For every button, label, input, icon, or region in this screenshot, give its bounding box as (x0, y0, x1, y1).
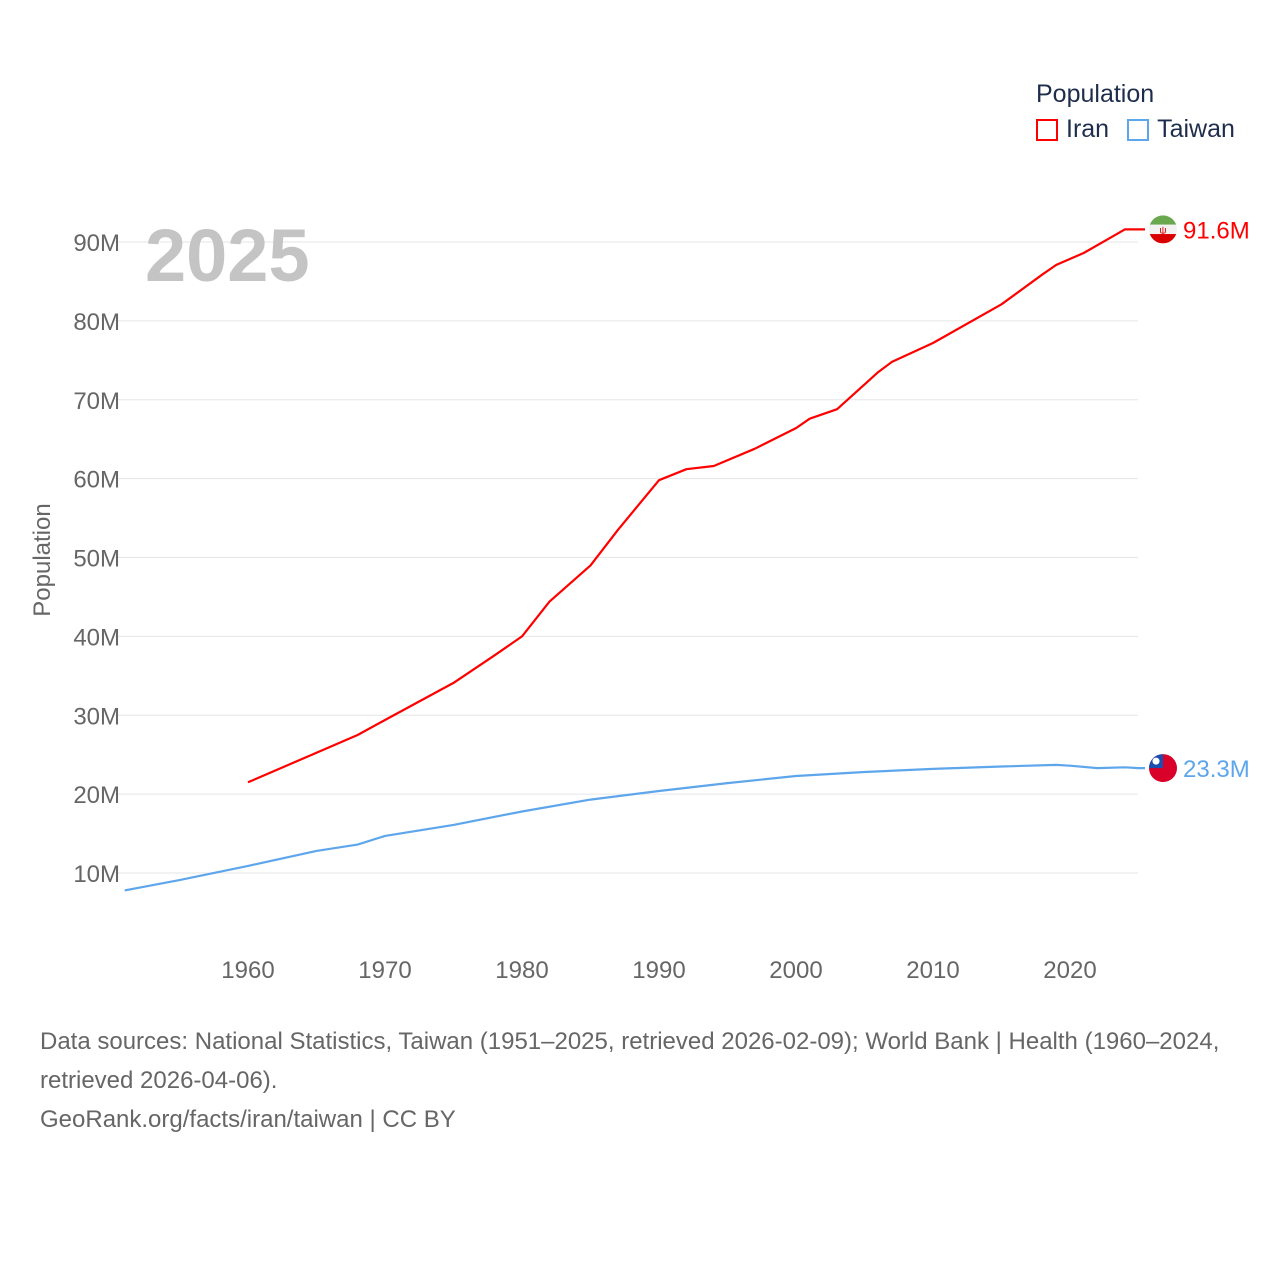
end-label-taiwan: 23.3M (1183, 756, 1250, 783)
legend-label-taiwan: Taiwan (1157, 115, 1235, 143)
legend-swatch-taiwan (1127, 118, 1150, 141)
series-line-taiwan (124, 763, 1145, 892)
y-tick-label: 70M (73, 388, 120, 415)
x-axis-ticks: 1960 1970 1980 1990 2000 2010 2020 (221, 957, 1096, 984)
gridlines (115, 241, 1138, 874)
y-axis-ticks: 10M 20M 30M 40M 50M 60M 70M 80M 90M (73, 230, 120, 888)
legend-item-iran[interactable]: Iran (1036, 115, 1109, 144)
data-source-note: Data sources: National Statistics, Taiwa… (40, 1022, 1250, 1139)
y-tick-label: 10M (73, 861, 120, 888)
x-tick-label: 2010 (906, 957, 959, 984)
y-tick-label: 60M (73, 467, 120, 494)
legend-label-iran: Iran (1066, 115, 1110, 143)
taiwan-flag-icon (1149, 754, 1177, 783)
population-chart: 10M 20M 30M 40M 50M 60M 70M 80M 90M 1960 1970 1980… (29, 214, 1250, 984)
x-tick-label: 1980 (495, 957, 548, 984)
source-text: Data sources: National Statistics, Taiwa… (40, 1028, 1220, 1094)
legend-item-taiwan[interactable]: Taiwan (1127, 115, 1235, 144)
y-tick-label: 30M (73, 703, 120, 730)
x-tick-label: 1970 (358, 957, 411, 984)
y-tick-label: 20M (73, 782, 120, 809)
y-tick-label: 50M (73, 546, 120, 573)
end-label-iran: 91.6M (1183, 217, 1250, 244)
y-tick-label: 40M (73, 624, 120, 651)
legend: Population Iran Taiwan (1036, 80, 1253, 144)
attribution-link[interactable]: GeoRank.org/facts/iran/taiwan | CC BY (40, 1106, 456, 1133)
legend-title: Population (1036, 80, 1155, 108)
x-tick-label: 2000 (769, 957, 822, 984)
y-axis-label: Population (29, 503, 56, 616)
legend-swatch-iran (1036, 118, 1058, 141)
x-tick-label: 1990 (632, 957, 685, 984)
series-line-iran (247, 228, 1145, 784)
year-watermark: 2025 (145, 214, 310, 297)
series-end-markers: ψ 91.6M 23.3M (1149, 215, 1250, 783)
x-tick-label: 2020 (1043, 957, 1096, 984)
y-tick-label: 80M (73, 309, 120, 336)
y-tick-label: 90M (73, 230, 120, 257)
svg-text:ψ: ψ (1159, 225, 1166, 236)
series-lines (124, 228, 1145, 892)
iran-flag-icon: ψ (1149, 215, 1177, 244)
x-tick-label: 1960 (221, 957, 274, 984)
